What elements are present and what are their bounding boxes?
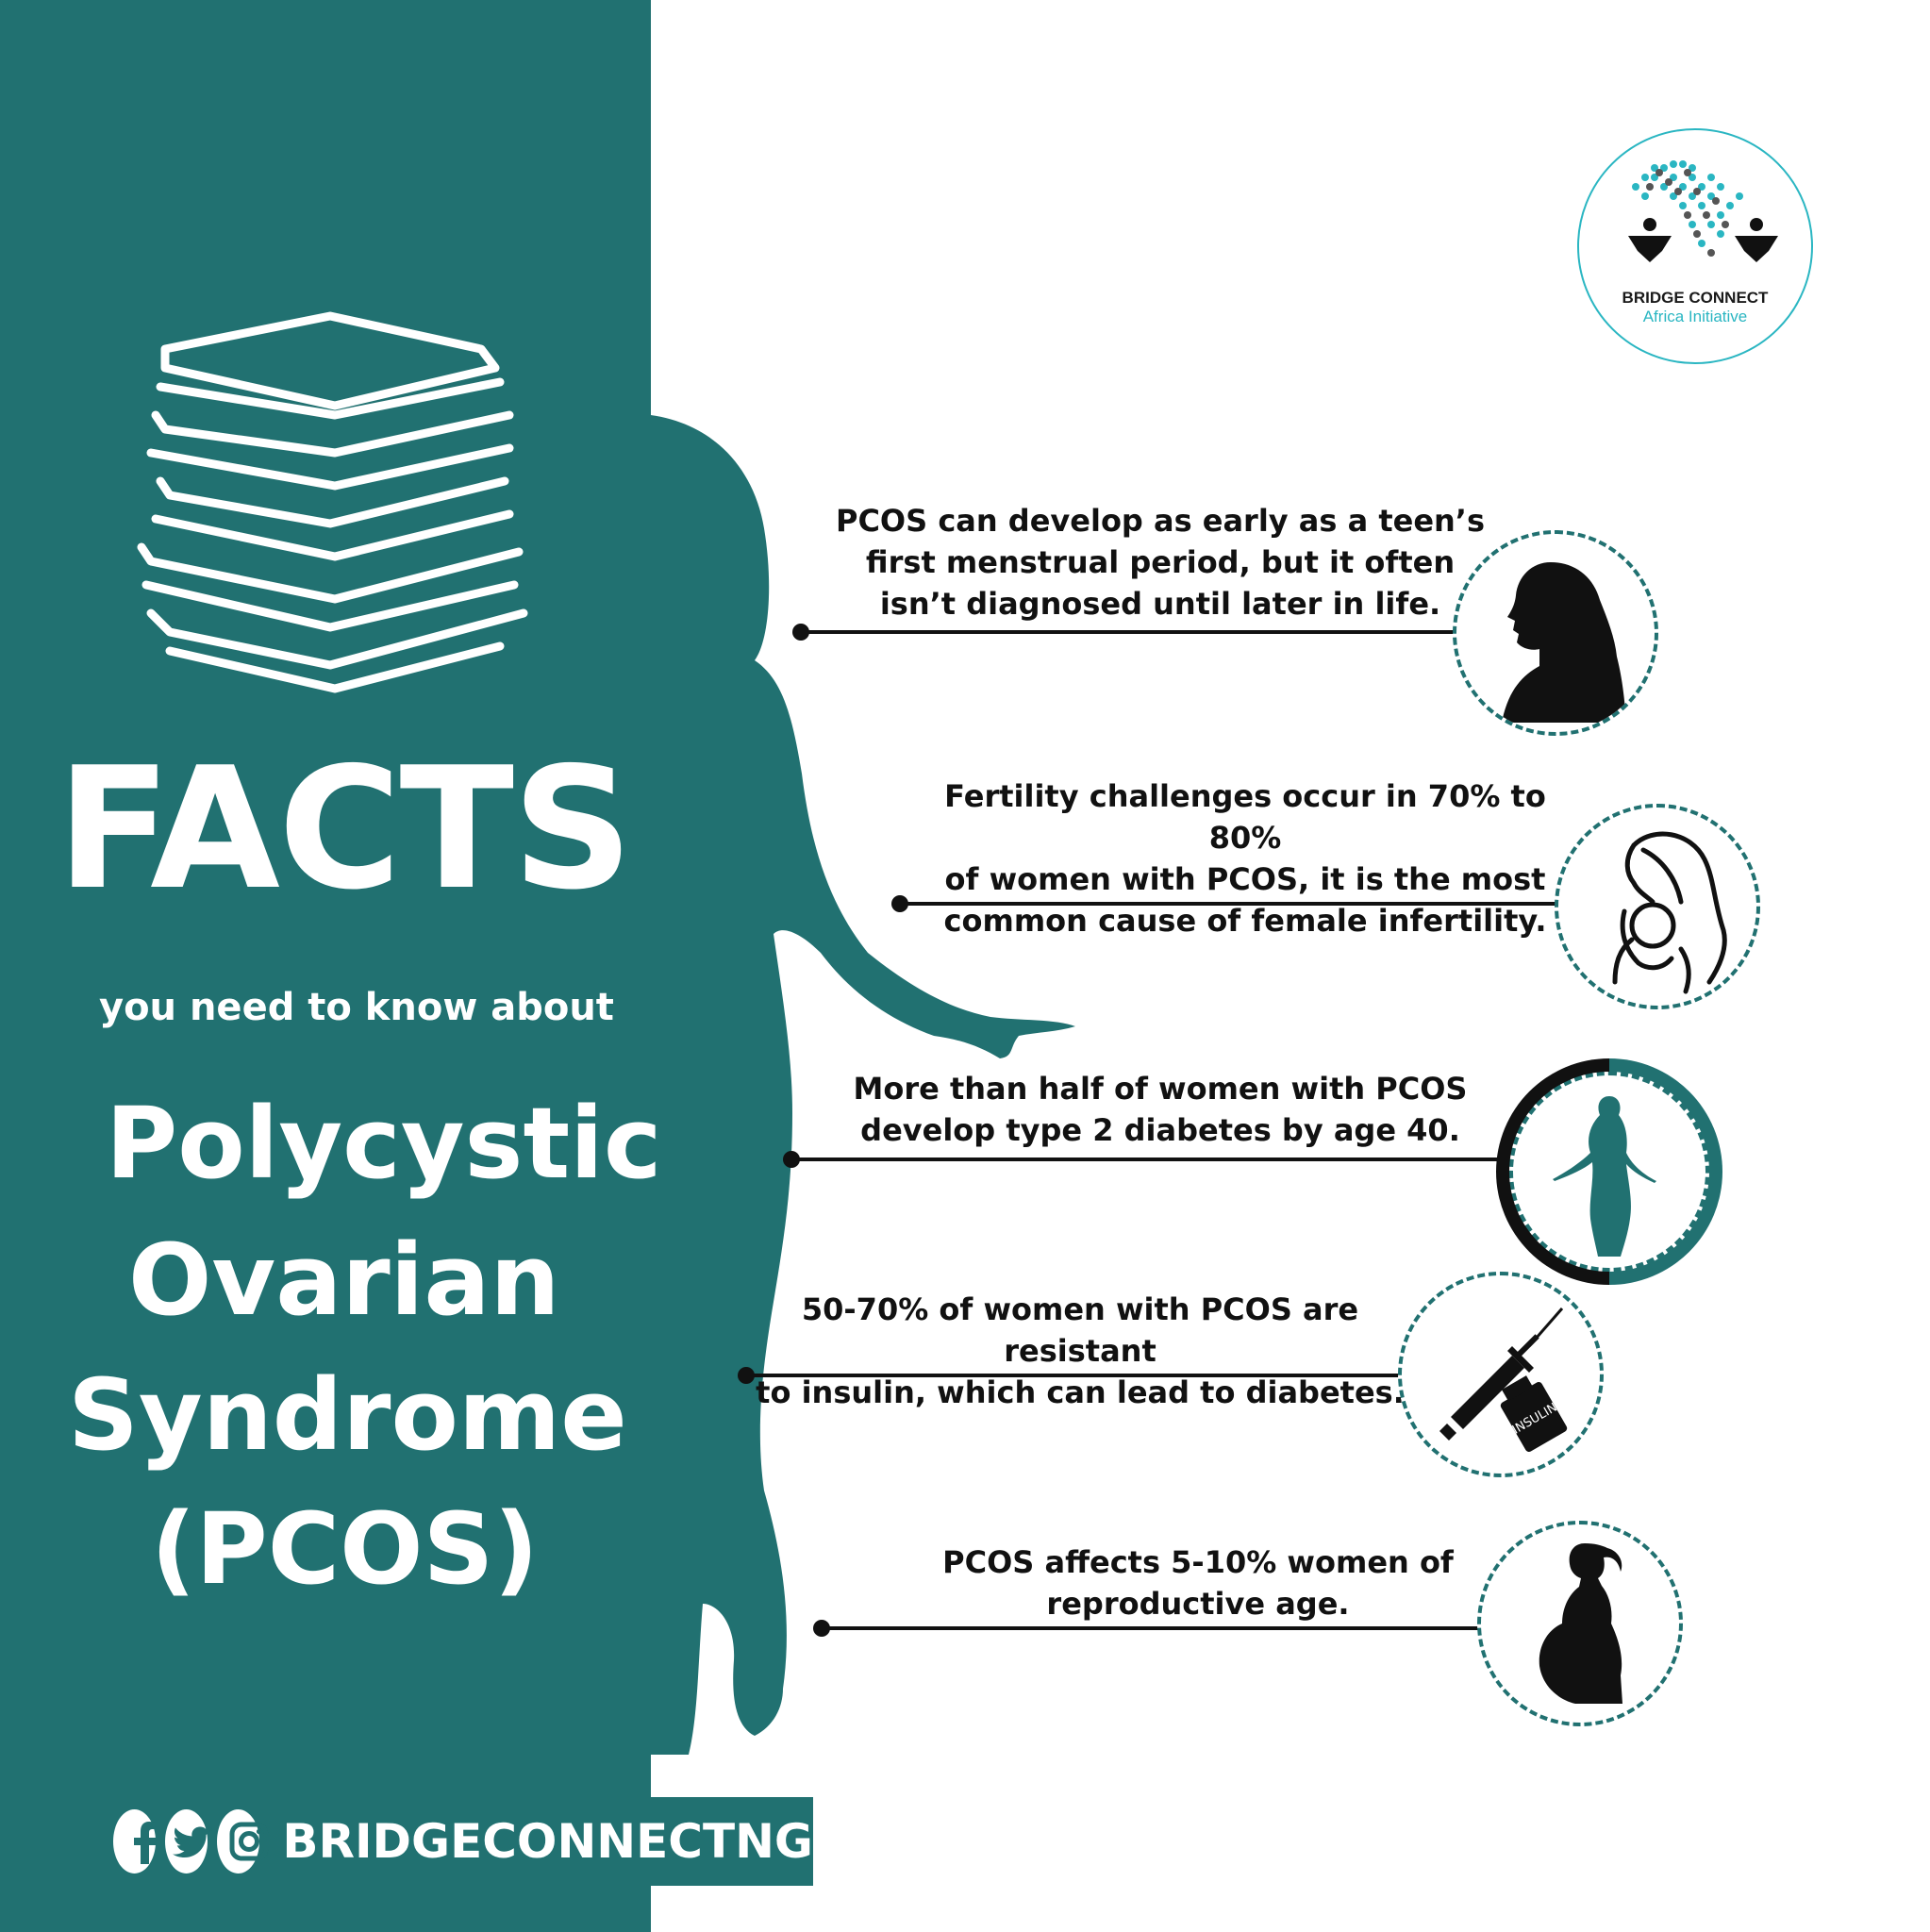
bridge-connect-logo: BRIDGE CONNECT Africa Initiative (1577, 128, 1813, 364)
pregnant-woman-icon (1539, 1543, 1622, 1704)
fact-4-connector (745, 1374, 1402, 1377)
body-weight-icon (1553, 1096, 1656, 1257)
subtitle: you need to know about (99, 986, 614, 1029)
social-bar: BRIDGECONNECTNG (113, 1797, 813, 1886)
left-panel (0, 0, 651, 1932)
woman-profile-icon (1502, 562, 1626, 723)
fact-4-circle: INSULIN (1398, 1272, 1604, 1477)
fact-2-text: Fertility challenges occur in 70% to 80%… (943, 778, 1547, 939)
fact-2-circle (1555, 804, 1760, 1009)
topic-line-1: Polycystic (106, 1086, 662, 1201)
fact-5-connector (821, 1626, 1481, 1630)
topic-line-2: Ovarian (128, 1223, 560, 1338)
fact-5-text: PCOS affects 5-10% women of reproductive … (942, 1544, 1454, 1622)
fact-2-connector (898, 902, 1558, 906)
twitter-icon[interactable] (165, 1809, 215, 1874)
logo-name: BRIDGE CONNECT (1622, 289, 1769, 307)
fact-1-circle (1453, 530, 1658, 736)
logo-subtitle: Africa Initiative (1642, 308, 1748, 325)
social-handle[interactable]: BRIDGECONNECTNG (282, 1814, 813, 1869)
facts-title: FACTS (57, 731, 633, 926)
fact-1-connector (800, 630, 1456, 634)
fact-1-text: PCOS can develop as early as a teen’s fir… (835, 503, 1485, 622)
fact-3-connector (790, 1158, 1507, 1161)
fact-4-text: 50-70% of women with PCOS are resistant t… (756, 1291, 1405, 1410)
instagram-icon[interactable] (217, 1809, 269, 1874)
insulin-syringe-icon: INSULIN (1439, 1307, 1568, 1453)
fact-5-circle (1477, 1521, 1683, 1726)
topic-line-4: (PCOS) (151, 1491, 539, 1607)
topic-line-3: Syndrome (68, 1357, 627, 1473)
paper-stack-icon (137, 311, 528, 693)
facebook-icon[interactable] (113, 1809, 157, 1874)
africa-map-icon (1628, 160, 1778, 262)
mother-child-icon (1612, 831, 1727, 994)
fact-3-text: More than half of women with PCOS develop… (853, 1071, 1468, 1148)
fact-3-circle (1496, 1058, 1722, 1285)
